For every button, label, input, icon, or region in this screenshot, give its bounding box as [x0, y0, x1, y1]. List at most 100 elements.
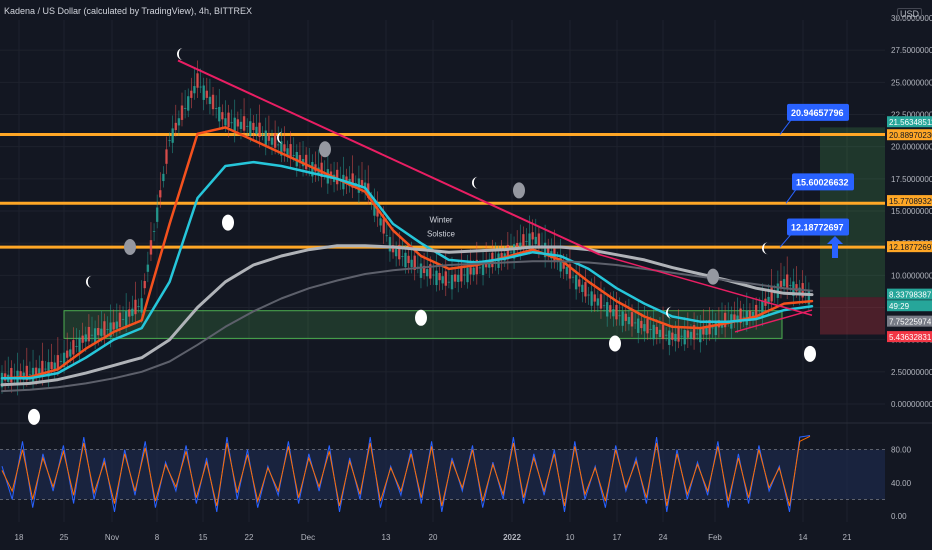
candle-body [506, 244, 510, 260]
candle-body [671, 332, 674, 340]
candle-body [444, 271, 447, 286]
candle-body [391, 245, 395, 253]
candle-body [118, 312, 122, 328]
candle-body [537, 233, 541, 248]
x-tick-label: 17 [613, 533, 622, 542]
candle-body [758, 310, 761, 312]
x-tick-label: 8 [155, 533, 160, 542]
candle-body [38, 368, 41, 376]
candle-body [193, 86, 196, 94]
candle-body [177, 118, 181, 126]
candle-body [649, 329, 652, 330]
candle-body [702, 327, 705, 335]
candle-body [674, 333, 677, 342]
candle-body [255, 126, 258, 135]
candle-body [419, 263, 423, 278]
candle-body [627, 316, 631, 325]
x-tick-label: 20 [429, 533, 438, 542]
candles [0, 60, 811, 396]
candle-body [149, 240, 153, 255]
price-tag [887, 300, 932, 312]
candle-body [460, 267, 463, 282]
candle-body [571, 276, 575, 278]
oscillator-band [0, 449, 885, 500]
candle-body [65, 350, 69, 358]
annotation-text: Winter [429, 216, 452, 225]
candle-body [481, 260, 485, 276]
candle-body [705, 327, 708, 335]
candle-body [463, 274, 466, 276]
candle-body [28, 374, 32, 376]
candle-body [59, 361, 63, 362]
x-tick-label: Nov [105, 533, 119, 542]
candle-body [453, 274, 457, 282]
new-moon-icon [319, 141, 331, 158]
candle-body [264, 130, 267, 145]
callout-pointer [779, 119, 792, 135]
continuation-trendline [599, 254, 813, 316]
candle-body [398, 244, 401, 260]
candle-body [522, 234, 525, 249]
long-stop-zone [820, 297, 885, 335]
candle-body [0, 372, 4, 388]
candle-body [298, 155, 302, 163]
candle-body [779, 280, 783, 289]
candle-body [633, 322, 637, 324]
stoch-d-line [1, 435, 811, 507]
candle-body [379, 218, 382, 226]
price-series [0, 126, 814, 393]
candle-body [739, 308, 742, 323]
candle-body [789, 285, 792, 286]
candle-body [140, 298, 143, 313]
up-arrow-icon [827, 236, 843, 258]
currency-label[interactable]: USD [896, 8, 922, 20]
candle-body [547, 246, 550, 254]
candle-body [658, 329, 662, 338]
candle-body [748, 310, 752, 319]
candle-body [351, 173, 354, 188]
candle-body [134, 299, 137, 315]
candle-body [602, 305, 606, 307]
candle-body [615, 304, 618, 320]
candle-body [41, 360, 44, 376]
price-tag-label: 15.77089329 [889, 197, 932, 206]
candle-body [280, 141, 283, 156]
y-tick-label: 20.00000000 [891, 143, 932, 152]
ascending-trendline [734, 309, 813, 333]
candle-body [711, 327, 714, 329]
candle-body [242, 116, 246, 131]
ema-mid-line [0, 160, 814, 380]
candle-body [742, 316, 745, 318]
candle-body [252, 122, 255, 131]
x-tick-label: 21 [843, 533, 852, 542]
candle-body [394, 249, 398, 257]
callout-label: 12.18772697 [791, 222, 844, 232]
candle-body [621, 311, 624, 326]
candle-body [559, 257, 562, 272]
candle-body [199, 86, 202, 88]
price-tag-label: 8.33798387 [889, 291, 932, 300]
y-tick-label: 10.00000000 [891, 271, 932, 280]
candle-body [152, 231, 156, 232]
candle-body [249, 121, 252, 136]
candle-body [593, 294, 596, 302]
callout-label: 15.60026632 [796, 177, 849, 187]
x-tick-label: 14 [799, 533, 808, 542]
price-tag-label: 21.56348511 [889, 118, 932, 127]
candle-body [304, 154, 308, 170]
candle-body [683, 329, 686, 345]
trend-lines [177, 59, 813, 333]
candle-body [429, 264, 432, 279]
osc-tick-label: 40.00 [891, 479, 912, 488]
candle-body [736, 315, 739, 323]
y-tick-label: 0.00000000 [891, 400, 932, 409]
candle-body [286, 148, 289, 156]
candle-body [19, 371, 22, 379]
candle-body [25, 365, 29, 381]
price-tags: 21.56348511 20.88970230 15.77089329 12.1877… [887, 116, 932, 343]
candle-body [221, 112, 224, 120]
osc-tick-label: 0.00 [891, 512, 907, 521]
candle-body [124, 311, 128, 326]
candle-body [128, 309, 131, 317]
